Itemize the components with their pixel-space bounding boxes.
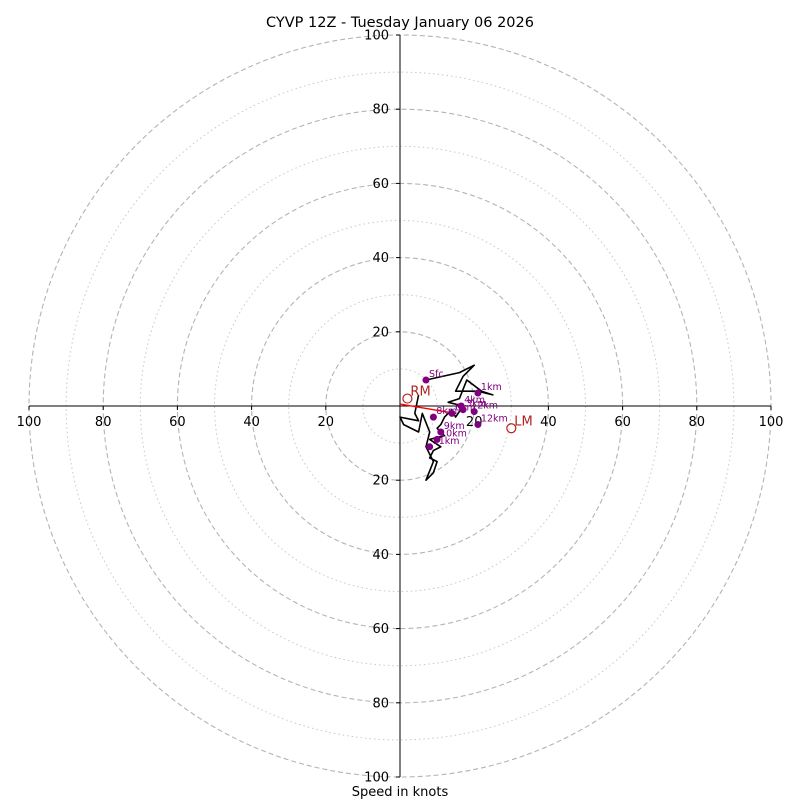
storm-motion-marker xyxy=(506,423,517,434)
y-tick-label: 80 xyxy=(372,103,389,118)
height-marker xyxy=(474,421,482,429)
y-tick-label: 100 xyxy=(364,29,389,44)
y-tick-label: 80 xyxy=(372,696,389,711)
height-marker xyxy=(437,428,445,436)
hodograph-trace xyxy=(399,364,494,482)
y-tick-label: 60 xyxy=(372,622,389,637)
x-tick-label: 100 xyxy=(759,415,784,430)
height-marker-label: 12km xyxy=(481,414,508,425)
storm-motion-markers: RM LM xyxy=(402,385,533,434)
storm-motion-marker xyxy=(402,393,413,404)
height-marker xyxy=(457,402,465,410)
tick-labels: 1001008080606040402020202040406060808010… xyxy=(17,29,784,786)
y-tick-label: 20 xyxy=(372,474,389,489)
height-marker-label: 11km xyxy=(433,436,460,447)
height-marker-label: 8km xyxy=(436,406,457,417)
height-marker xyxy=(426,443,434,451)
height-marker xyxy=(448,409,456,417)
storm-motion-label: LM xyxy=(514,414,532,429)
height-marker xyxy=(433,435,441,443)
height-marker xyxy=(470,408,478,416)
y-tick-label: 40 xyxy=(372,548,389,563)
height-marker-label: 6km xyxy=(455,402,476,413)
x-axis-label: Speed in knots xyxy=(352,785,449,800)
height-marker xyxy=(474,389,482,397)
height-marker-label: 10km xyxy=(440,428,467,439)
x-tick-label: 80 xyxy=(689,415,706,430)
x-tick-label: 40 xyxy=(243,415,260,430)
height-marker-label: 1km xyxy=(481,382,502,393)
y-tick-label: 100 xyxy=(364,771,389,786)
height-marker-label: 4km xyxy=(464,395,485,406)
height-marker-label: Sfc xyxy=(429,369,444,380)
height-marker-label: 9km xyxy=(444,421,465,432)
height-marker xyxy=(429,413,437,421)
height-marker-label: 3km xyxy=(466,399,487,410)
x-tick-label: 60 xyxy=(169,415,186,430)
storm-motion-label: RM xyxy=(410,385,430,400)
x-tick-label: 80 xyxy=(95,415,112,430)
y-tick-label: 60 xyxy=(372,177,389,192)
height-marker-label: 2km xyxy=(477,401,498,412)
storm-motion-line xyxy=(399,403,456,415)
chart-title: CYVP 12Z - Tuesday January 06 2026 xyxy=(266,15,534,31)
y-tick-label: 20 xyxy=(372,325,389,340)
x-tick-label: 40 xyxy=(540,415,557,430)
x-tick-label: 60 xyxy=(614,415,631,430)
hodograph-trace-group xyxy=(399,364,494,482)
storm-motion-line-group xyxy=(399,403,456,415)
x-tick-label: 20 xyxy=(318,415,335,430)
axes xyxy=(29,35,771,777)
x-tick-label: 100 xyxy=(17,415,42,430)
height-marker xyxy=(422,376,430,384)
y-tick-label: 40 xyxy=(372,251,389,266)
